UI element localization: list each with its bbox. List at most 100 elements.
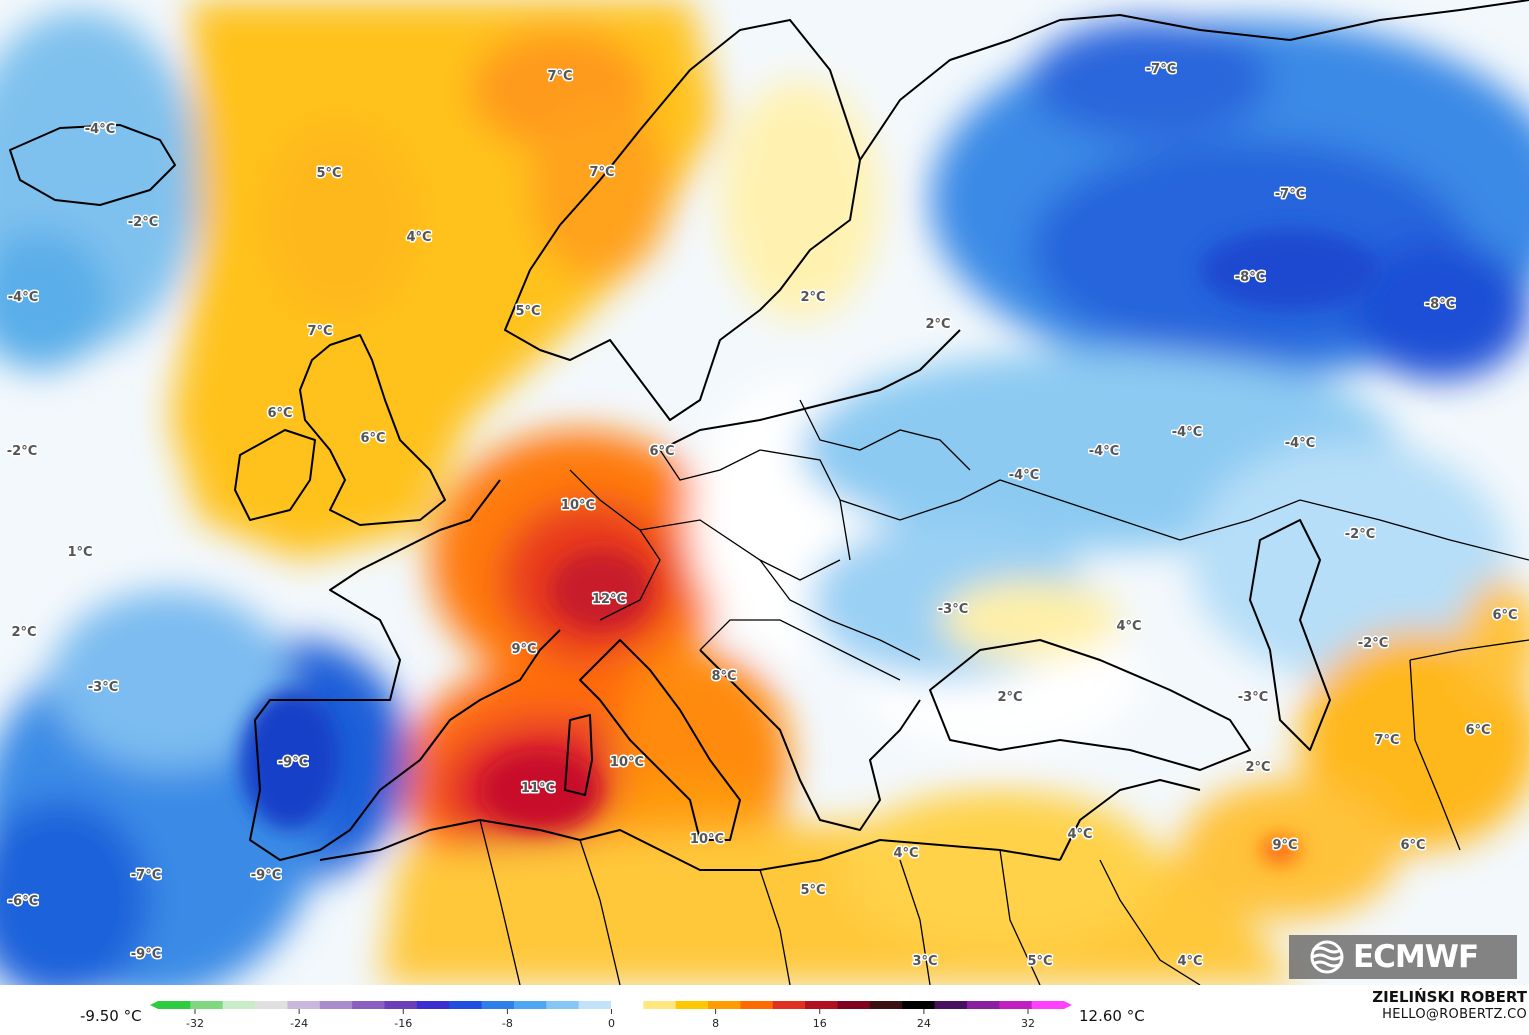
temperature-label: 10°C <box>690 832 724 847</box>
temperature-label: 2°C <box>997 690 1022 705</box>
colorbar-tick-label: 8 <box>712 1017 719 1030</box>
colorbar-swatch <box>319 1001 353 1009</box>
colorbar-tick-label: -32 <box>186 1017 204 1030</box>
temperature-label: 7°C <box>547 69 572 84</box>
temperature-label: 8°C <box>711 669 736 684</box>
ecmwf-logo: ECMWF <box>1289 935 1517 979</box>
temperature-label: 7°C <box>1374 733 1399 748</box>
temperature-label: -3°C <box>88 680 118 695</box>
temperature-label: 4°C <box>406 230 431 245</box>
colorbar-swatch <box>805 1001 838 1009</box>
colorbar-swatch <box>934 1001 968 1009</box>
colorbar-min-arrow <box>150 1001 158 1009</box>
temperature-label: -9°C <box>278 755 308 770</box>
colorbar-swatch <box>481 1001 515 1009</box>
temperature-label: -6°C <box>8 894 38 909</box>
temperature-label: -4°C <box>85 122 115 137</box>
temperature-label: 10°C <box>561 498 595 513</box>
colorbar-ticks: -32 -24 -16 -8 0 8 16 24 32 <box>186 1009 1035 1030</box>
colorbar-tick-label: 16 <box>813 1017 827 1030</box>
temperature-label: -4°C <box>8 290 38 305</box>
temperature-label: -9°C <box>131 947 161 962</box>
temperature-anomaly-map: 7°C 7°C 5°C 4°C -4°C -2°C -4°C 7°C 6°C 6°C 5°C 6°C -… <box>0 0 1529 985</box>
temperature-label: 9°C <box>1272 838 1297 853</box>
colorbar-swatch <box>1031 1001 1065 1009</box>
colorbar-swatch <box>837 1001 871 1009</box>
colorbar-swatches <box>150 1001 1072 1009</box>
temperature-label: 5°C <box>800 883 825 898</box>
colorbar-swatch <box>546 1001 580 1009</box>
logo-text: ECMWF <box>1353 939 1479 975</box>
temperature-label: -7°C <box>1146 62 1176 77</box>
author-email: HELLO@ROBERTZ.CO <box>1382 1007 1527 1022</box>
temperature-label: 2°C <box>800 290 825 305</box>
colorbar-swatch <box>643 1001 677 1009</box>
temperature-label: 6°C <box>360 431 385 446</box>
temperature-label: -7°C <box>1275 187 1305 202</box>
temperature-label: 4°C <box>1177 954 1202 969</box>
temperature-label: -4°C <box>1285 436 1315 451</box>
temperature-label: 6°C <box>1400 838 1425 853</box>
color-legend: -9.50 °C -32 -24 -16 -8 0 8 16 24 32 12.60 °C ZI… <box>0 985 1529 1035</box>
temperature-label: -4°C <box>1172 425 1202 440</box>
colorbar-swatch <box>578 1001 612 1009</box>
colorbar-tick-label: 32 <box>1021 1017 1035 1030</box>
legend-min-label: -9.50 °C <box>80 1007 142 1025</box>
temperature-label: 6°C <box>1492 608 1517 623</box>
colorbar-swatch <box>449 1001 483 1009</box>
temperature-label: 5°C <box>316 166 341 181</box>
ecmwf-logo-icon <box>1310 940 1344 974</box>
temperature-label: -2°C <box>1345 527 1375 542</box>
colorbar-swatch <box>966 1001 1000 1009</box>
colorbar-swatch <box>675 1001 709 1009</box>
temperature-label: 5°C <box>515 304 540 319</box>
temperature-label: -3°C <box>1238 690 1268 705</box>
temperature-label: -2°C <box>128 215 158 230</box>
temperature-label: -3°C <box>938 602 968 617</box>
colorbar-swatch <box>287 1001 321 1009</box>
colorbar-swatch <box>222 1001 256 1009</box>
temperature-label: -4°C <box>1089 444 1119 459</box>
colorbar-max-arrow <box>1064 1001 1072 1009</box>
temperature-label: 5°C <box>1027 954 1052 969</box>
temperature-label: -2°C <box>7 444 37 459</box>
colorbar-swatch <box>999 1001 1033 1009</box>
temperature-label: 11°C <box>521 781 555 796</box>
author-name: ZIELIŃSKI ROBERT <box>1372 988 1527 1006</box>
author-credit: ZIELIŃSKI ROBERT HELLO@ROBERTZ.CO <box>1372 989 1527 1023</box>
colorbar-swatch <box>255 1001 288 1009</box>
colorbar-swatch <box>190 1001 224 1009</box>
temperature-label: -7°C <box>131 868 161 883</box>
temperature-label: 3°C <box>912 954 937 969</box>
colorbar-swatch <box>611 1001 644 1009</box>
colorbar-swatch <box>902 1001 936 1009</box>
temperature-label: 2°C <box>11 625 36 640</box>
temperature-label: 10°C <box>610 755 644 770</box>
temperature-label: 4°C <box>1116 619 1141 634</box>
colorbar-swatch <box>158 1001 191 1009</box>
temperature-label: 7°C <box>307 324 332 339</box>
temperature-label: 1°C <box>67 545 92 560</box>
temperature-label: 4°C <box>1067 827 1092 842</box>
colorbar-tick-label: 0 <box>608 1017 615 1030</box>
temperature-label: -8°C <box>1425 297 1455 312</box>
colorbar-swatch <box>352 1001 385 1009</box>
temperature-label: -9°C <box>251 868 281 883</box>
colorbar-swatch <box>513 1001 547 1009</box>
temperature-label: 9°C <box>511 642 536 657</box>
colorbar-swatch <box>384 1001 418 1009</box>
colorbar-tick-label: -8 <box>502 1017 513 1030</box>
coastlines <box>9 0 1529 871</box>
temperature-label: 6°C <box>649 444 674 459</box>
colorbar-swatch <box>740 1001 774 1009</box>
temperature-label: -4°C <box>1009 468 1039 483</box>
temperature-label: 2°C <box>925 317 950 332</box>
temperature-label: -8°C <box>1235 270 1265 285</box>
temperature-label: -2°C <box>1358 636 1388 651</box>
temperature-label: 2°C <box>1245 760 1270 775</box>
temperature-label: 7°C <box>589 165 614 180</box>
temperature-labels: 7°C 7°C 5°C 4°C -4°C -2°C -4°C 7°C 6°C 6°C 5°C 6°C -… <box>5 61 1519 971</box>
colorbar-swatch <box>772 1001 806 1009</box>
temperature-label: 6°C <box>1465 723 1490 738</box>
